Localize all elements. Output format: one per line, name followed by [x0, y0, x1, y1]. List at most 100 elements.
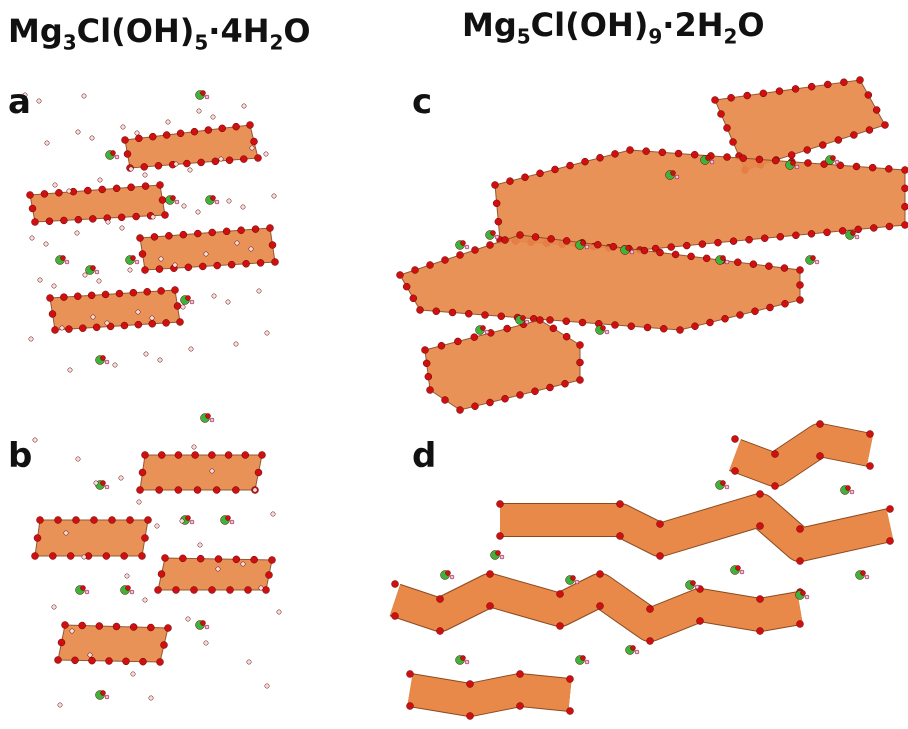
atom: [171, 196, 176, 201]
atom: [724, 125, 731, 132]
atom: [647, 606, 654, 613]
atom: [902, 167, 908, 174]
atom: [577, 359, 584, 366]
atom: [225, 452, 232, 459]
atom: [58, 639, 65, 646]
atom: [55, 189, 62, 196]
atom: [123, 658, 130, 665]
atom: [617, 501, 624, 508]
atom: [72, 657, 79, 664]
atom: [151, 215, 155, 219]
atom: [186, 296, 191, 301]
atom: [657, 249, 664, 256]
atom: [797, 282, 804, 289]
atom: [500, 555, 504, 559]
atom: [89, 215, 96, 222]
atom: [714, 239, 721, 246]
atom: [797, 558, 804, 565]
atom: [710, 160, 714, 164]
atom: [265, 331, 269, 335]
atom: [756, 156, 763, 163]
atom: [562, 380, 569, 387]
atom: [136, 310, 140, 314]
atom: [93, 324, 100, 331]
atom: [552, 166, 559, 173]
atom: [68, 368, 72, 372]
atom: [525, 320, 529, 324]
atom: [121, 553, 128, 560]
atom: [115, 155, 119, 159]
atom: [241, 205, 245, 209]
atom: [577, 377, 584, 384]
atom: [191, 587, 198, 594]
atom: [797, 267, 804, 274]
atom: [824, 229, 831, 236]
atom: [850, 132, 857, 139]
atom: [831, 156, 836, 161]
atom: [179, 555, 186, 562]
atom: [205, 625, 209, 629]
atom: [52, 284, 56, 288]
atom: [149, 320, 156, 327]
atom: [851, 231, 856, 236]
subscript: 5: [194, 30, 208, 54]
atom: [487, 571, 494, 578]
atom: [150, 316, 154, 320]
atom: [158, 452, 165, 459]
atom: [139, 553, 146, 560]
atom: [571, 576, 576, 581]
atom: [734, 259, 741, 266]
formula-part: Cl(OH): [531, 6, 649, 44]
atom: [89, 657, 96, 664]
panel-label: c: [412, 82, 432, 122]
formula-part: Mg: [8, 12, 63, 50]
atom: [214, 262, 221, 269]
atom: [692, 323, 699, 330]
atom: [547, 384, 554, 391]
atom: [116, 290, 123, 297]
atom: [502, 395, 509, 402]
atom: [165, 625, 172, 632]
atom: [472, 403, 479, 410]
atom: [853, 163, 860, 170]
atom: [740, 155, 747, 162]
atom: [581, 241, 586, 246]
atom: [157, 182, 164, 189]
atom: [677, 327, 684, 334]
atom: [76, 130, 80, 134]
atom: [835, 160, 839, 164]
atom: [46, 218, 53, 225]
atom: [124, 151, 131, 158]
atom: [744, 92, 751, 99]
atom: [782, 300, 789, 307]
atom: [162, 212, 169, 219]
atom: [577, 342, 584, 349]
atom: [197, 555, 204, 562]
atom: [757, 491, 764, 498]
atom: [627, 147, 634, 154]
atom: [206, 414, 211, 419]
atom: [902, 222, 908, 229]
atom: [548, 235, 555, 242]
atom: [137, 500, 141, 504]
atom: [209, 229, 216, 236]
atom: [567, 708, 574, 715]
atom: [155, 587, 162, 594]
atom: [157, 659, 164, 666]
atom: [192, 452, 199, 459]
atom: [188, 168, 192, 172]
atom: [173, 587, 180, 594]
atom: [517, 703, 524, 710]
atom: [612, 322, 619, 329]
atom: [266, 572, 273, 579]
atom: [74, 293, 81, 300]
atom: [101, 691, 106, 696]
atom: [99, 186, 106, 193]
atom: [442, 397, 449, 404]
atom: [49, 311, 56, 318]
atom: [175, 452, 182, 459]
atom: [189, 347, 193, 351]
atom: [165, 232, 172, 239]
atom: [585, 660, 589, 664]
atom: [582, 158, 589, 165]
